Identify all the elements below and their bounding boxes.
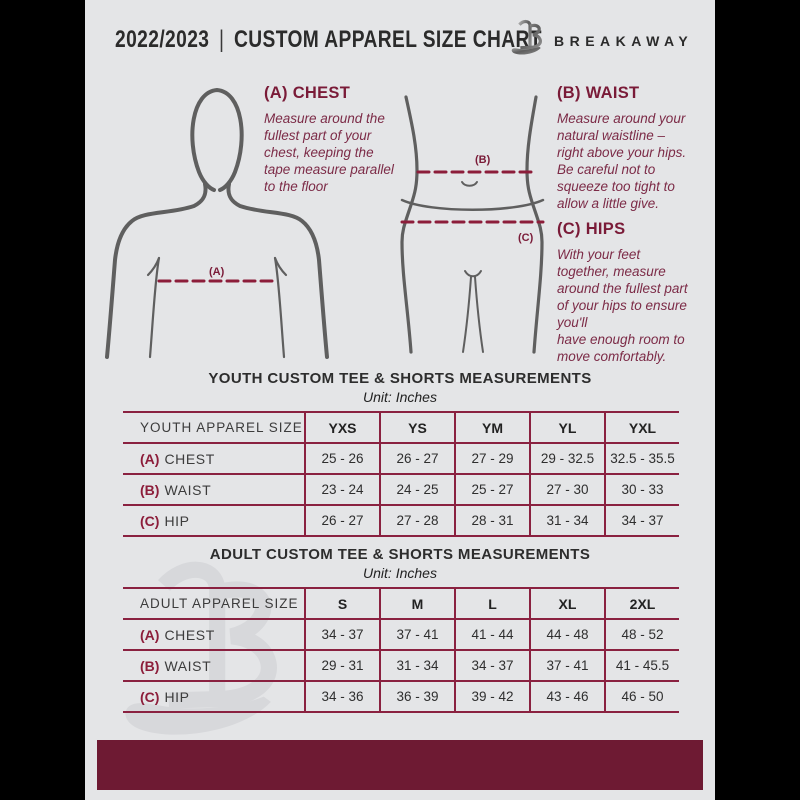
measurement-row-label: (B) WAIST	[123, 475, 304, 506]
size-axis-label: YOUTH APPAREL SIZE	[123, 411, 304, 444]
hips-guide-text: With your feet together, measure around …	[557, 247, 688, 364]
page-title: 2022/2023 | CUSTOM APPAREL SIZE CHART	[115, 26, 542, 54]
footer-accent-bar	[97, 740, 703, 790]
breakaway-b-logo-icon	[508, 16, 546, 60]
youth-table-title: YOUTH CUSTOM TEE & SHORTS MEASUREMENTS	[208, 370, 592, 387]
waist-guide: (B) WAIST Measure around your natural wa…	[557, 84, 732, 212]
adult-measurements-table: ADULT APPAREL SIZE S M L XL 2XL (A) CHEST 34 - 3…	[123, 587, 679, 713]
row-label-text: CHEST	[164, 450, 215, 467]
lower-body-figure: (B) (C)	[400, 95, 545, 354]
size-range-value: 34 - 37	[454, 651, 529, 682]
adult-table-title: ADULT CUSTOM TEE & SHORTS MEASUREMENTS	[209, 546, 591, 563]
measurement-row-label: (A) CHEST	[123, 444, 304, 475]
size-range-value: 24 - 25	[379, 475, 454, 506]
size-range-value: 26 - 27	[379, 444, 454, 475]
size-range-value: 39 - 42	[454, 682, 529, 713]
size-range-value: 48 - 52	[604, 620, 679, 651]
waist-guide-heading: (B) WAIST	[557, 84, 640, 102]
title-divider: |	[218, 26, 225, 53]
size-range-value: 31 - 34	[379, 651, 454, 682]
size-range-value: 43 - 46	[529, 682, 604, 713]
size-range-value: 26 - 27	[304, 506, 379, 537]
chest-line-marker: (A)	[209, 266, 225, 278]
size-range-value: 34 - 37	[604, 506, 679, 537]
size-range-value: 23 - 24	[304, 475, 379, 506]
hip-line-marker: (C)	[518, 232, 534, 244]
measurement-row-label: (B) WAIST	[123, 651, 304, 682]
size-range-value: 29 - 32.5	[529, 444, 604, 475]
size-range-value: 41 - 45.5	[604, 651, 679, 682]
size-range-value: 32.5 - 35.5	[604, 444, 679, 475]
size-range-value: 34 - 36	[304, 682, 379, 713]
size-range-value: 27 - 28	[379, 506, 454, 537]
adult-table-unit: Unit: Inches	[363, 565, 437, 581]
size-range-value: 30 - 33	[604, 475, 679, 506]
size-range-value: 29 - 31	[304, 651, 379, 682]
size-column-header: YL	[529, 411, 604, 444]
row-marker: (A)	[140, 450, 160, 467]
row-marker: (B)	[140, 657, 160, 674]
youth-measurements-table: YOUTH APPAREL SIZE YXS YS YM YL YXL (A) CHEST 25…	[123, 411, 679, 537]
size-column-header: YXS	[304, 411, 379, 444]
size-column-header: S	[304, 587, 379, 620]
size-range-value: 36 - 39	[379, 682, 454, 713]
size-column-header: XL	[529, 587, 604, 620]
size-range-value: 27 - 30	[529, 475, 604, 506]
upper-body-figure: (A)	[105, 87, 329, 359]
waist-line-marker: (B)	[475, 154, 491, 166]
size-axis-label: ADULT APPAREL SIZE	[123, 587, 304, 620]
row-marker: (A)	[140, 626, 160, 643]
brand-name: BREAKAWAY	[554, 33, 694, 49]
size-column-header: YS	[379, 411, 454, 444]
measurement-row-label: (C) HIP	[123, 682, 304, 713]
size-range-value: 28 - 31	[454, 506, 529, 537]
hips-guide-heading: (C) HIPS	[557, 220, 626, 238]
size-range-value: 34 - 37	[304, 620, 379, 651]
season-label: 2022/2023	[115, 26, 210, 53]
size-range-value: 27 - 29	[454, 444, 529, 475]
size-column-header: YM	[454, 411, 529, 444]
size-column-header: 2XL	[604, 587, 679, 620]
size-range-value: 46 - 50	[604, 682, 679, 713]
row-label-text: WAIST	[164, 481, 212, 498]
size-column-header: L	[454, 587, 529, 620]
row-label-text: HIP	[164, 512, 190, 529]
measurement-row-label: (A) CHEST	[123, 620, 304, 651]
size-column-header: YXL	[604, 411, 679, 444]
waist-guide-text: Measure around your natural waistline – …	[557, 111, 687, 211]
chest-guide-heading: (A) CHEST	[264, 84, 351, 102]
hips-guide: (C) HIPS With your feet together, measur…	[557, 220, 732, 365]
chest-guide-text: Measure around the fullest part of your …	[264, 111, 394, 194]
chart-title: CUSTOM APPAREL SIZE CHART	[233, 26, 542, 53]
row-label-text: WAIST	[164, 657, 212, 674]
size-range-value: 25 - 26	[304, 444, 379, 475]
size-range-value: 25 - 27	[454, 475, 529, 506]
measurement-row-label: (C) HIP	[123, 506, 304, 537]
row-label-text: HIP	[164, 688, 190, 705]
row-marker: (B)	[140, 481, 160, 498]
row-label-text: CHEST	[164, 626, 215, 643]
size-column-header: M	[379, 587, 454, 620]
size-range-value: 44 - 48	[529, 620, 604, 651]
row-marker: (C)	[140, 512, 160, 529]
size-range-value: 37 - 41	[529, 651, 604, 682]
size-range-value: 37 - 41	[379, 620, 454, 651]
row-marker: (C)	[140, 688, 160, 705]
size-chart-page: 2022/2023 | CUSTOM APPAREL SIZE CHART BREA…	[85, 0, 715, 800]
size-range-value: 31 - 34	[529, 506, 604, 537]
size-range-value: 41 - 44	[454, 620, 529, 651]
chest-guide: (A) CHEST Measure around the fullest par…	[264, 84, 439, 195]
youth-table-unit: Unit: Inches	[363, 389, 437, 405]
